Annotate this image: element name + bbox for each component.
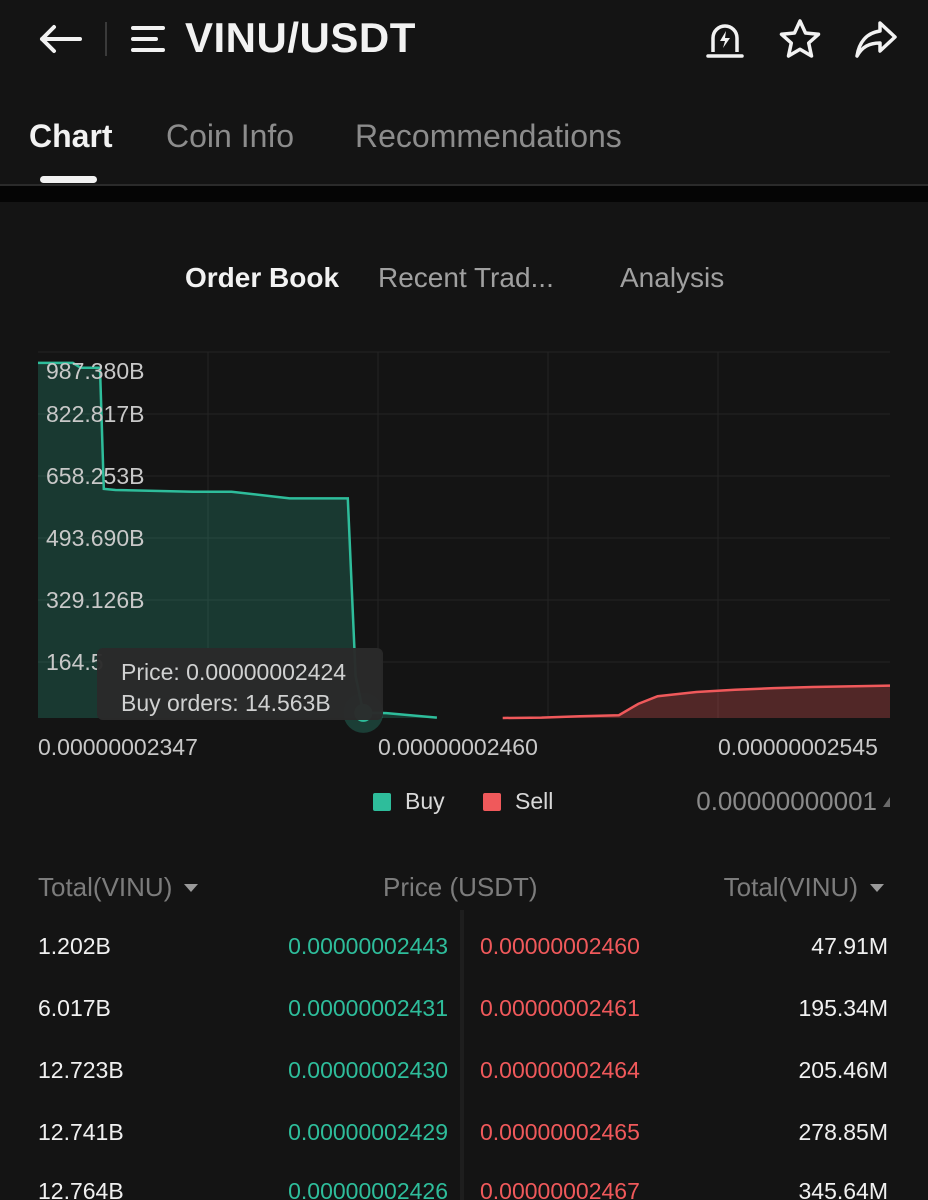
- buy-price: 0.00000002430: [288, 1057, 448, 1083]
- subtab-analysis[interactable]: Analysis: [620, 262, 725, 293]
- share-icon: [855, 21, 897, 58]
- legend-sell: Sell: [483, 788, 553, 815]
- x-tick-label: 0.00000002460: [378, 734, 538, 760]
- y-tick-label: 329.126B: [46, 587, 145, 613]
- active-tab-indicator: [40, 176, 97, 183]
- y-tick-label: 822.817B: [46, 401, 145, 427]
- y-tick-label: 658.253B: [46, 463, 145, 489]
- sell-price: 0.00000002465: [480, 1119, 640, 1145]
- caret-down-icon: [184, 883, 199, 892]
- sell-total: 195.34M: [798, 995, 888, 1021]
- top-bar: VINU/USDT: [0, 0, 928, 80]
- sell-total: 278.85M: [798, 1119, 888, 1145]
- precision-value: 0.00000000001: [696, 786, 877, 816]
- pair-title[interactable]: VINU/USDT: [185, 14, 416, 61]
- sell-total-header[interactable]: Total(VINU): [724, 872, 884, 903]
- back-arrow-icon: [40, 25, 82, 53]
- order-book-row[interactable]: 6.017B 0.00000002431 0.00000002461 195.3…: [0, 995, 928, 1057]
- buy-depth-area: [38, 362, 437, 718]
- sell-swatch: [483, 792, 501, 811]
- buy-total-header-label: Total(VINU): [38, 872, 173, 902]
- favorite-button[interactable]: [775, 14, 825, 64]
- sell-total: 345.64M: [798, 1178, 888, 1200]
- sell-price: 0.00000002464: [480, 1057, 640, 1083]
- sell-total: 47.91M: [811, 933, 888, 959]
- header-divider: [105, 22, 107, 56]
- buy-price: 0.00000002443: [288, 933, 448, 959]
- subtab-recent-trades[interactable]: Recent Trad...: [378, 262, 554, 293]
- buy-total: 12.764B: [38, 1178, 124, 1200]
- tooltip-buy-orders: Buy orders: 14.563B: [121, 690, 331, 716]
- tabs-divider: [0, 184, 928, 186]
- buy-total: 1.202B: [38, 933, 111, 959]
- sell-total: 205.46M: [798, 1057, 888, 1083]
- y-tick-label: 164.5: [46, 649, 104, 675]
- subtab-order-book[interactable]: Order Book: [185, 262, 340, 293]
- chart-tooltip: Price: 0.00000002424 Buy orders: 14.563B: [97, 648, 383, 720]
- order-book-divider: [460, 910, 464, 1200]
- sell-depth-area: [502, 685, 890, 718]
- order-book-row[interactable]: 12.764B 0.00000002426 0.00000002467 345.…: [0, 1178, 928, 1200]
- share-button[interactable]: [850, 14, 902, 64]
- order-book-row[interactable]: 12.723B 0.00000002430 0.00000002464 205.…: [0, 1057, 928, 1119]
- main-tabs: Chart Coin Info Recommendations: [0, 104, 928, 184]
- y-tick-label: 987.380B: [46, 358, 145, 384]
- price-alert-button[interactable]: [700, 14, 750, 64]
- sell-price: 0.00000002467: [480, 1178, 640, 1200]
- x-tick-label: 0.00000002347: [38, 734, 198, 760]
- sell-depth-line: [502, 684, 891, 720]
- order-book-row[interactable]: 12.741B 0.00000002429 0.00000002465 278.…: [0, 1119, 928, 1181]
- sell-price: 0.00000002461: [480, 995, 640, 1021]
- star-icon: [779, 19, 821, 58]
- sell-total-header-label: Total(VINU): [723, 872, 858, 902]
- back-button[interactable]: [30, 14, 90, 64]
- x-tick-label: 0.00000002545: [718, 734, 878, 760]
- caret-down-icon: [870, 883, 884, 892]
- depth-chart-canvas: [38, 351, 891, 733]
- depth-chart[interactable]: 987.380B 822.817B 658.253B 493.690B 329.…: [0, 340, 928, 770]
- y-tick-label: 493.690B: [46, 525, 145, 551]
- buy-total-header[interactable]: Total(VINU): [38, 872, 199, 903]
- price-header: Price (USDT): [383, 872, 538, 902]
- buy-total: 12.741B: [38, 1119, 124, 1145]
- buy-price: 0.00000002426: [288, 1178, 448, 1200]
- section-separator: [0, 186, 928, 202]
- tab-chart[interactable]: Chart: [29, 118, 113, 154]
- pair-menu-button[interactable]: [126, 16, 170, 62]
- buy-total: 6.017B: [38, 995, 111, 1021]
- legend-sell-label: Sell: [515, 788, 554, 814]
- buy-price: 0.00000002429: [288, 1119, 448, 1145]
- tab-coin-info[interactable]: Coin Info: [166, 118, 295, 154]
- buy-total: 12.723B: [38, 1057, 124, 1083]
- sell-price: 0.00000002460: [480, 933, 640, 959]
- order-book-row[interactable]: 1.202B 0.00000002443 0.00000002460 47.91…: [0, 933, 928, 995]
- price-alert-icon: [706, 24, 744, 58]
- precision-selector[interactable]: 0.00000000001: [696, 786, 890, 817]
- tooltip-price: Price: 0.00000002424: [121, 659, 347, 685]
- menu-icon: [131, 26, 165, 52]
- legend-buy-label: Buy: [405, 788, 445, 814]
- legend-buy: Buy: [373, 788, 445, 815]
- corner-triangle-icon: [883, 796, 890, 807]
- buy-price: 0.00000002431: [288, 995, 448, 1021]
- buy-swatch: [373, 792, 391, 811]
- tab-recommendations[interactable]: Recommendations: [355, 118, 622, 154]
